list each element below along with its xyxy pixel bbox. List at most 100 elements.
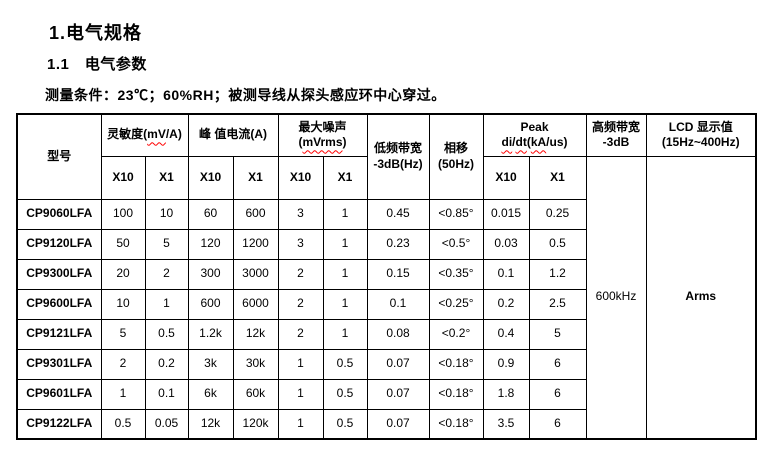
sensitivity-unit: mV <box>147 127 166 142</box>
value-cell: 120 <box>187 228 234 260</box>
value-cell: 0.08 <box>366 318 430 350</box>
value-cell: 2 <box>277 318 324 350</box>
value-cell: 0.07 <box>366 378 430 410</box>
value-cell: 0.1 <box>144 378 189 410</box>
col-header-peak-current: 峰 值电流(A) <box>187 113 279 157</box>
value-cell: <0.5° <box>428 228 484 260</box>
value-cell: 2 <box>144 258 189 290</box>
value-cell: 1 <box>100 378 146 410</box>
value-cell: 1 <box>322 288 368 320</box>
low-bandwidth-line2: -3dB(Hz) <box>373 156 423 171</box>
value-cell: 5 <box>528 318 587 350</box>
value-cell: 12k <box>232 318 279 350</box>
spec-table: 型号 灵敏度(mV/A) 峰 值电流(A) 最大噪声 (mVrms) 低频带宽 … <box>16 113 757 440</box>
value-cell: 6000 <box>232 288 279 320</box>
header-row-ranges: X10 X1 X10 X1 X10 X1 X10 X1 600kHz Arms <box>17 155 757 440</box>
subheader-max-noise-x1: X1 <box>322 155 368 200</box>
value-cell: 3.5 <box>482 408 530 440</box>
high-bandwidth-line2: -3dB <box>602 135 630 150</box>
table-row: CP9300LFA 20 2 300 3000 2 1 0.15 <0.35° 0.1 1.2 <box>16 258 756 290</box>
value-cell: 1 <box>277 348 324 380</box>
value-cell: 5 <box>144 228 189 260</box>
model-cell: CP9122LFA <box>16 408 102 440</box>
table-body: 型号 灵敏度(mV/A) 峰 值电流(A) 最大噪声 (mVrms) 低频带宽 … <box>16 113 757 440</box>
high-bandwidth-value-cell: 600kHz <box>585 155 647 440</box>
model-cell: CP9300LFA <box>16 258 102 290</box>
value-cell: 0.07 <box>366 408 430 440</box>
value-cell: 6k <box>187 378 234 410</box>
model-cell: CP9060LFA <box>16 198 102 230</box>
col-header-low-bandwidth: 低频带宽 -3dB(Hz) <box>366 113 430 200</box>
value-cell: 3 <box>277 228 324 260</box>
col-header-peak-didt: Peak di/dt(kA/us) <box>482 113 587 157</box>
value-cell: <0.85° <box>428 198 484 230</box>
value-cell: 3k <box>187 348 234 380</box>
value-cell: 20 <box>100 258 146 290</box>
header-row-groups: 型号 灵敏度(mV/A) 峰 值电流(A) 最大噪声 (mVrms) 低频带宽 … <box>16 113 757 200</box>
value-cell: 6 <box>528 408 587 440</box>
value-cell: 0.45 <box>366 198 430 230</box>
peak-didt-line2: di/dt(kA/us) <box>501 135 568 150</box>
col-header-lcd: LCD 显示值 (15Hz~400Hz) <box>645 113 757 157</box>
max-noise-unit: mVrms <box>302 135 343 150</box>
max-noise-line2: (mVrms) <box>298 135 347 150</box>
value-cell: 0.9 <box>482 348 530 380</box>
value-cell: 6 <box>528 378 587 410</box>
sensitivity-label: 灵敏度( <box>107 127 148 142</box>
table-row: CP9601LFA 1 0.1 6k 60k 1 0.5 0.07 <0.18° 1.8 6 <box>16 378 756 410</box>
table-row: CP9600LFA 10 1 600 6000 2 1 0.1 <0.25° 0.2 2.5 <box>16 288 756 320</box>
col-header-model: 型号 <box>16 113 102 200</box>
col-header-max-noise: 最大噪声 (mVrms) <box>277 113 368 157</box>
lcd-value-cell: Arms <box>645 155 757 440</box>
table-row: CP9122LFA 0.5 0.05 12k 120k 1 0.5 0.07 <0.18° 3.5… <box>16 408 756 440</box>
lcd-line2: (15Hz~400Hz) <box>661 135 740 150</box>
value-cell: 10 <box>100 288 146 320</box>
value-cell: 0.5 <box>322 378 368 410</box>
value-cell: 60k <box>232 378 279 410</box>
value-cell: 1 <box>277 378 324 410</box>
model-cell: CP9121LFA <box>16 318 102 350</box>
value-cell: 5 <box>100 318 146 350</box>
value-cell: 2 <box>277 288 324 320</box>
table-row: CP9060LFA 100 10 60 600 3 1 0.45 <0.85° 0.015 0.25 <box>16 198 756 230</box>
value-cell: 3000 <box>232 258 279 290</box>
measurement-condition: 测量条件：23℃；60%RH；被测导线从探头感应环中心穿过。 <box>45 87 446 103</box>
table-row: CP9120LFA 50 5 120 1200 3 1 0.23 <0.5° 0.03 0.5 <box>16 228 756 260</box>
page-title: 1.电气规格 <box>49 23 143 43</box>
value-cell: 1 <box>322 228 368 260</box>
value-cell: 0.4 <box>482 318 530 350</box>
subheader-sensitivity-x10: X10 <box>100 155 146 200</box>
subheader-peak-current-x1: X1 <box>232 155 279 200</box>
value-cell: 300 <box>187 258 234 290</box>
value-cell: <0.18° <box>428 408 484 440</box>
subheader-peak-didt-x10: X10 <box>482 155 530 200</box>
value-cell: 0.03 <box>482 228 530 260</box>
table-row: CP9301LFA 2 0.2 3k 30k 1 0.5 0.07 <0.18° 0.9 6 <box>16 348 756 380</box>
value-cell: 0.2 <box>482 288 530 320</box>
col-header-sensitivity: 灵敏度(mV/A) <box>100 113 189 157</box>
section-subtitle: 1.1 电气参数 <box>47 56 147 73</box>
high-bandwidth-line1: 高频带宽 <box>591 119 640 134</box>
value-cell: 0.5 <box>528 228 587 260</box>
value-cell: 2 <box>100 348 146 380</box>
value-cell: 0.5 <box>322 408 368 440</box>
value-cell: 30k <box>232 348 279 380</box>
low-bandwidth-line1: 低频带宽 <box>373 141 422 156</box>
value-cell: 1.2 <box>528 258 587 290</box>
value-cell: 600 <box>187 288 234 320</box>
value-cell: 1 <box>322 198 368 230</box>
model-cell: CP9601LFA <box>16 378 102 410</box>
value-cell: 0.15 <box>366 258 430 290</box>
phase-shift-line1: 相移 <box>443 141 468 156</box>
value-cell: 50 <box>100 228 146 260</box>
subheader-peak-didt-x1: X1 <box>528 155 587 200</box>
value-cell: 100 <box>100 198 146 230</box>
value-cell: 0.07 <box>366 348 430 380</box>
subheader-peak-current-x10: X10 <box>187 155 234 200</box>
value-cell: <0.18° <box>428 378 484 410</box>
model-cell: CP9301LFA <box>16 348 102 380</box>
value-cell: 600 <box>232 198 279 230</box>
value-cell: 60 <box>187 198 234 230</box>
value-cell: 0.2 <box>144 348 189 380</box>
max-noise-line1: 最大噪声 <box>298 119 347 134</box>
